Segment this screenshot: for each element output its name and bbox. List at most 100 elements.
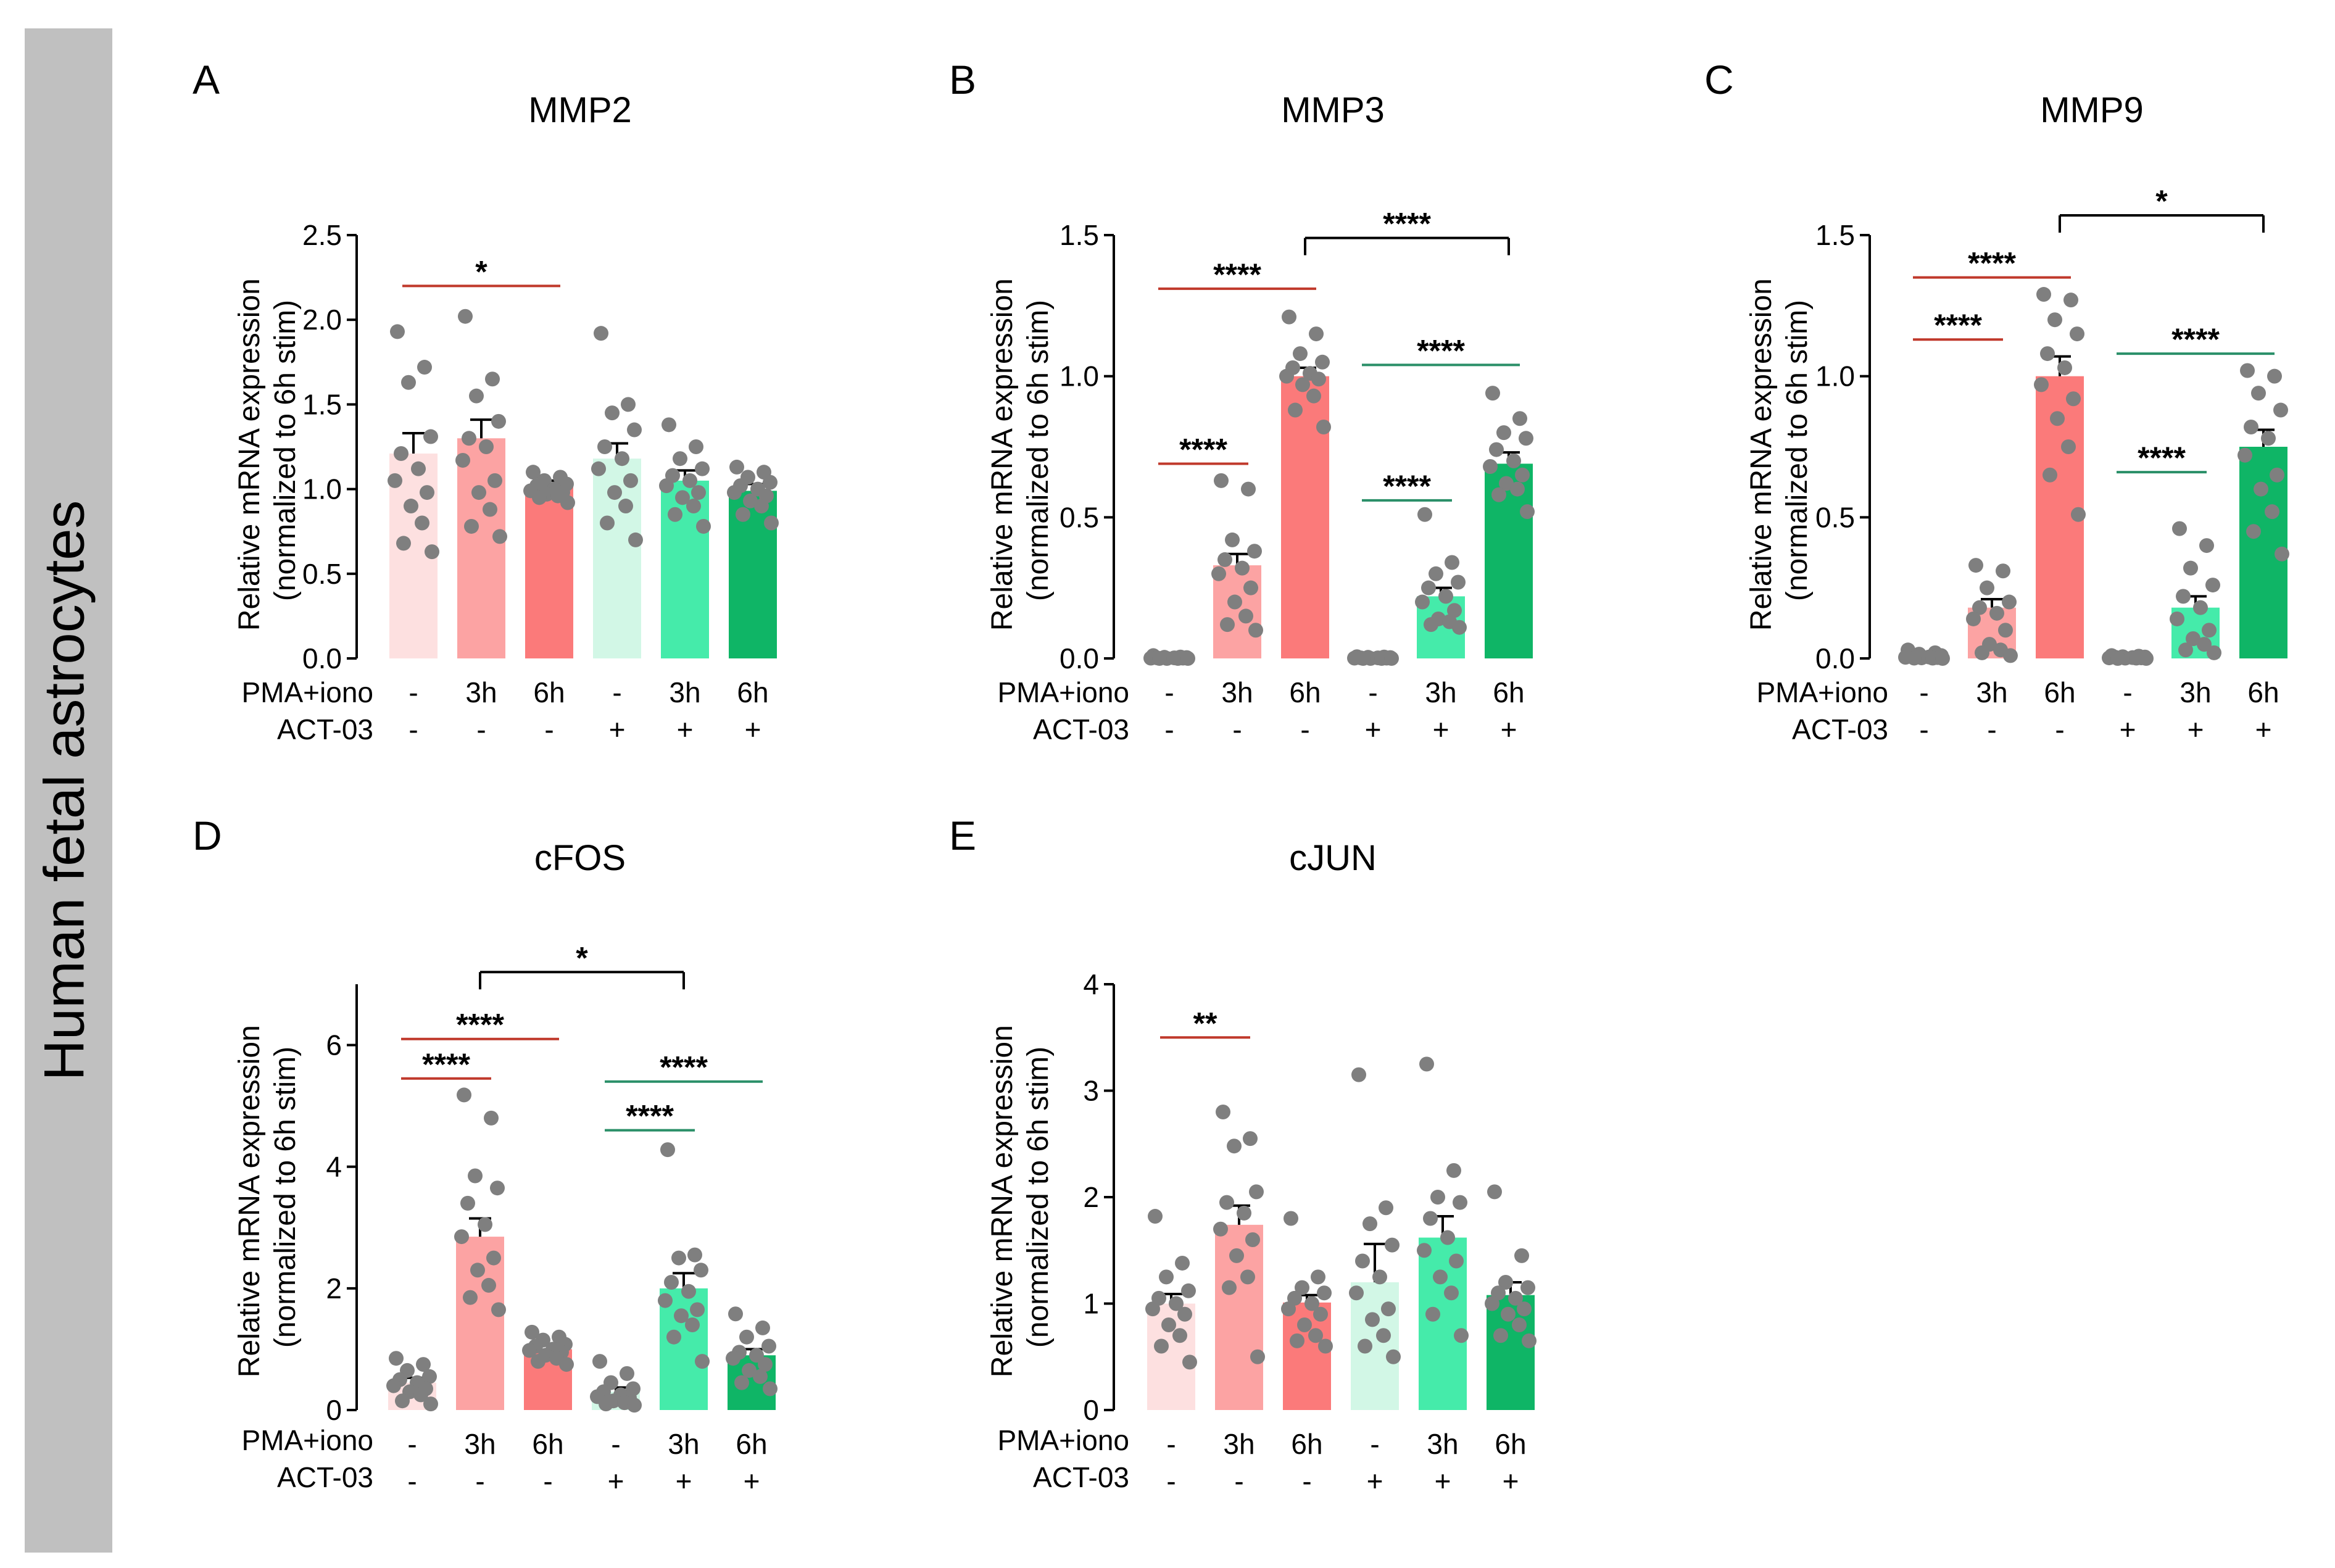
data-point-e-4 xyxy=(1379,1200,1393,1216)
x-label-pma-d-6: 6h xyxy=(736,1428,767,1460)
x-label-pma-b-6: 6h xyxy=(1493,676,1524,708)
data-point-b-5 xyxy=(1447,603,1462,618)
data-point-a-2 xyxy=(492,529,507,544)
significance-label-c-5: **** xyxy=(2138,441,2186,475)
data-point-e-2 xyxy=(1249,1184,1264,1200)
panel-e: E cJUN Relative mRNA expression (normali… xyxy=(949,813,1537,1497)
data-point-e-4 xyxy=(1372,1269,1387,1285)
data-point-a-2 xyxy=(487,473,502,488)
x-label-pma-c-2: 3h xyxy=(1976,676,2007,708)
x-label-act-d-5: + xyxy=(676,1465,692,1497)
data-point-d-5 xyxy=(687,1247,702,1263)
data-point-a-1 xyxy=(411,461,426,476)
data-point-d-5 xyxy=(694,1263,708,1278)
data-point-c-3 xyxy=(2070,326,2084,342)
x-label-act-a-5: + xyxy=(677,713,694,745)
y-tick-label-b: 0.0 xyxy=(1060,642,1099,674)
x-label-act-b-1: - xyxy=(1164,713,1174,745)
data-point-e-4 xyxy=(1385,1237,1400,1253)
panel-letter-e: E xyxy=(949,813,976,858)
data-point-b-6 xyxy=(1489,442,1504,457)
data-point-b-2 xyxy=(1248,623,1263,638)
significance-label-c-2: **** xyxy=(1934,308,1982,342)
data-point-e-6 xyxy=(1517,1301,1532,1317)
x-label-pma-d-2: 3h xyxy=(464,1428,496,1460)
data-point-a-2 xyxy=(462,431,476,446)
data-point-c-4 xyxy=(2110,651,2125,666)
data-point-a-4 xyxy=(594,326,608,341)
data-point-e-2 xyxy=(1213,1221,1228,1237)
data-point-e-2 xyxy=(1227,1139,1242,1154)
chart-title-a: MMP2 xyxy=(528,90,632,130)
data-point-e-2 xyxy=(1219,1195,1234,1210)
data-point-e-5 xyxy=(1423,1211,1438,1226)
x-label-act-b-4: + xyxy=(1365,713,1382,745)
data-point-e-5 xyxy=(1449,1253,1464,1269)
x-label-act-d-1: - xyxy=(407,1465,417,1497)
data-point-b-2 xyxy=(1247,544,1262,559)
data-point-e-3 xyxy=(1295,1280,1309,1295)
data-point-b-2 xyxy=(1235,560,1250,576)
data-point-b-2 xyxy=(1220,617,1235,633)
x-label-pma-b-4: - xyxy=(1368,676,1377,708)
panel-letter-c: C xyxy=(1704,57,1734,102)
y-axis-label-line1-b: Relative mRNA expression xyxy=(986,278,1019,631)
data-point-c-2 xyxy=(1989,605,2004,621)
data-point-e-4 xyxy=(1358,1338,1372,1354)
data-point-a-5 xyxy=(659,478,674,494)
y-tick-label-a: 2.0 xyxy=(302,304,342,336)
data-point-b-5 xyxy=(1445,555,1459,570)
data-point-a-2 xyxy=(485,371,500,387)
bar-a-5 xyxy=(661,480,709,658)
data-point-a-5 xyxy=(668,507,682,522)
data-point-c-2 xyxy=(1980,580,1994,595)
data-point-a-5 xyxy=(686,499,701,514)
data-point-d-6 xyxy=(755,1320,770,1335)
data-point-d-2 xyxy=(457,1087,471,1103)
x-label-pma-e-2: 3h xyxy=(1223,1428,1255,1460)
data-point-d-1 xyxy=(413,1387,428,1403)
x-label-pma-a-2: 3h xyxy=(465,676,497,708)
data-point-e-6 xyxy=(1485,1296,1499,1311)
significance-label-c-3: * xyxy=(2155,184,2168,218)
data-point-b-6 xyxy=(1520,504,1535,520)
data-point-e-5 xyxy=(1446,1163,1461,1178)
data-point-a-2 xyxy=(471,485,486,500)
x-label-pma-a-6: 6h xyxy=(737,676,768,708)
data-point-c-6 xyxy=(2261,431,2276,446)
plot-area-e: 0 1 2 3 4 - 3h 6h - 3h 6h - - - + + + ** xyxy=(1083,968,1537,1497)
data-point-e-2 xyxy=(1229,1248,1244,1263)
data-point-c-5 xyxy=(2178,642,2193,658)
plot-area-b: 0.0 0.5 1.0 1.5 - 3h 6h - 3h 6h - - - + + + **** **** ****… xyxy=(1060,207,1535,745)
data-point-d-5 xyxy=(664,1275,679,1290)
data-point-a-1 xyxy=(417,360,432,375)
data-point-e-6 xyxy=(1498,1275,1513,1290)
side-label: Human fetal astrocytes xyxy=(33,500,96,1081)
data-point-c-3 xyxy=(2040,346,2055,362)
data-point-c-2 xyxy=(1998,623,2013,638)
data-point-e-3 xyxy=(1308,1328,1323,1343)
y-axis-label-line2-e: (normalized to 6h stim) xyxy=(1022,1047,1055,1348)
x-label-act-d-6: + xyxy=(744,1465,760,1497)
data-point-a-5 xyxy=(673,451,687,467)
x-label-act-b-6: + xyxy=(1501,713,1517,745)
data-point-c-6 xyxy=(2238,447,2252,463)
bar-a-3 xyxy=(525,486,573,658)
y-tick-label-b: 0.5 xyxy=(1060,501,1099,533)
data-point-c-3 xyxy=(2043,467,2057,483)
data-point-d-1 xyxy=(416,1357,431,1372)
data-point-c-6 xyxy=(2275,546,2289,562)
significance-label-c-4: **** xyxy=(2171,322,2220,357)
y-tick-label-b: 1.5 xyxy=(1060,219,1099,251)
panel-c: C MMP9 Relative mRNA expression (normali… xyxy=(1704,57,2289,745)
data-point-a-5 xyxy=(675,490,690,505)
data-point-c-5 xyxy=(2197,637,2212,652)
data-point-d-5 xyxy=(671,1250,686,1266)
data-point-e-5 xyxy=(1430,1190,1445,1205)
data-point-d-2 xyxy=(478,1217,492,1232)
x-label-act-a-4: + xyxy=(609,713,626,745)
x-label-pma-c-5: 3h xyxy=(2179,676,2211,708)
data-point-e-1 xyxy=(1159,1269,1174,1285)
data-point-a-2 xyxy=(464,518,479,534)
data-point-b-6 xyxy=(1496,425,1511,441)
